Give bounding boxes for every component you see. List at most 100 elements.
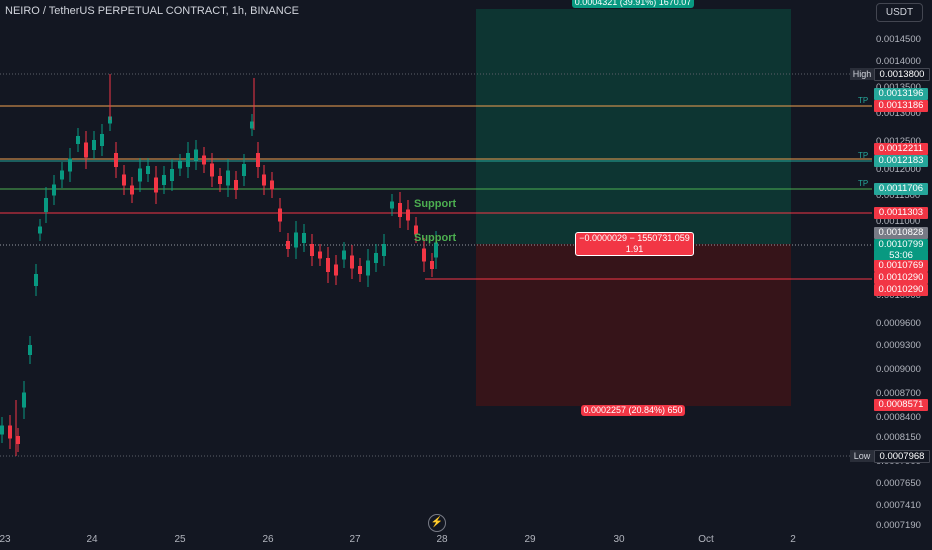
- candle-body: [114, 153, 118, 167]
- loss-zone[interactable]: [476, 244, 791, 406]
- position-label[interactable]: −0.0000029 − 1550731.059 1.91: [575, 232, 694, 256]
- candle-body: [146, 166, 150, 174]
- price-label-high: 0.0013800: [874, 68, 930, 81]
- chart-title: NEIRO / TetherUS PERPETUAL CONTRACT, 1h,…: [5, 5, 300, 17]
- candle-body: [76, 136, 80, 144]
- price-tick: 0.0011500: [876, 190, 921, 201]
- tp-label: TP: [858, 179, 869, 188]
- time-tick: Oct: [698, 534, 714, 545]
- candlesticks: [0, 74, 438, 456]
- candle-body: [382, 244, 386, 256]
- candle-body: [350, 255, 354, 269]
- time-tick: 23: [0, 534, 11, 545]
- candle-body: [262, 174, 266, 186]
- tp-label: TP: [858, 151, 869, 160]
- price-label-r3: 0.0011303: [874, 207, 928, 219]
- candle-body: [210, 163, 214, 177]
- candle-body: [434, 242, 438, 258]
- time-tick: 28: [436, 534, 448, 545]
- price-tick: 0.0008400: [876, 412, 921, 423]
- price-tick: 0.0013500: [876, 82, 921, 93]
- candle-body: [186, 153, 190, 167]
- price-tick: 0.0008150: [876, 432, 921, 443]
- price-tick: 0.0013000: [876, 108, 921, 119]
- profit-zone[interactable]: [476, 9, 791, 244]
- candle-body: [302, 233, 306, 243]
- time-tick: 25: [174, 534, 186, 545]
- candle-body: [342, 250, 346, 260]
- price-label-r6: 0.0010290: [874, 284, 928, 296]
- profit-label[interactable]: 0.0004321 (39.91%) 1670.07: [572, 0, 694, 8]
- candle-body: [226, 170, 230, 186]
- time-tick: 26: [262, 534, 274, 545]
- candle-body: [68, 158, 72, 172]
- candle-body: [310, 244, 314, 256]
- price-label-r2: 0.0012211: [874, 143, 928, 155]
- price-tag-low: Low: [850, 450, 874, 462]
- candle-body: [122, 174, 126, 186]
- price-label-entry: 0.0010828: [874, 227, 928, 239]
- candle-body: [92, 140, 96, 150]
- candle-body: [430, 261, 434, 269]
- candle-body: [422, 248, 426, 262]
- candle-body: [138, 168, 142, 182]
- candle-body: [414, 225, 418, 235]
- price-label-last: 0.0010799: [874, 239, 928, 251]
- candle-body: [318, 251, 322, 259]
- position-label-line1: −0.0000029 − 1550731.059: [579, 233, 690, 243]
- lightning-icon[interactable]: ⚡: [428, 514, 446, 532]
- candle-body: [16, 436, 20, 444]
- candle-body: [0, 425, 4, 435]
- candle-body: [154, 177, 158, 193]
- candle-body: [406, 209, 410, 221]
- price-tick: 0.0008700: [876, 388, 921, 399]
- candle-body: [84, 142, 88, 158]
- price-label-tp1: 0.0013196: [874, 88, 928, 100]
- candle-body: [130, 185, 134, 195]
- price-tick: 0.0014000: [876, 56, 921, 67]
- price-label-r5: 0.0010290: [874, 272, 928, 284]
- candle-body: [358, 266, 362, 274]
- time-tick: 30: [613, 534, 625, 545]
- price-tick: 0.0007190: [876, 520, 921, 531]
- candle-body: [294, 232, 298, 248]
- time-tick: 24: [86, 534, 98, 545]
- price-tick: 0.0012000: [876, 164, 921, 175]
- horizontal-lines: [0, 73, 872, 457]
- position-label-line2: 1.91: [625, 244, 644, 254]
- candle-body: [250, 121, 254, 129]
- candle-body: [100, 134, 104, 146]
- time-tick: 29: [524, 534, 536, 545]
- candle-body: [38, 226, 42, 234]
- candle-body: [8, 425, 12, 439]
- candle-body: [178, 161, 182, 169]
- stop-label[interactable]: 0.0002257 (20.84%) 650: [581, 405, 685, 416]
- price-tick: 0.0011000: [876, 216, 921, 227]
- candle-body: [52, 184, 56, 196]
- candle-body: [202, 155, 206, 165]
- candle-body: [374, 253, 378, 263]
- candle-body: [278, 208, 282, 222]
- price-label-tp2: 0.0012183: [874, 155, 928, 167]
- price-tag-high: High: [850, 68, 874, 80]
- candle-body: [194, 149, 198, 161]
- candle-body: [366, 260, 370, 276]
- candle-body: [162, 175, 166, 185]
- price-tick: 0.0009000: [876, 364, 921, 375]
- price-label-tp3: 0.0011706: [874, 183, 928, 195]
- price-label-countdown: 53:06: [874, 250, 928, 262]
- support-label: Support: [414, 232, 457, 244]
- currency-button[interactable]: USDT: [876, 3, 923, 22]
- candle-body: [256, 153, 260, 167]
- price-tick: 0.0009300: [876, 340, 921, 351]
- candle-body: [242, 164, 246, 176]
- candle-body: [390, 201, 394, 209]
- candle-body: [44, 198, 48, 212]
- candle-body: [334, 264, 338, 276]
- price-tick: 0.0012500: [876, 136, 921, 147]
- price-label-r4: 0.0010769: [874, 260, 928, 272]
- support-label: Support: [414, 198, 457, 210]
- candle-body: [170, 169, 174, 181]
- time-tick: 2: [790, 534, 796, 545]
